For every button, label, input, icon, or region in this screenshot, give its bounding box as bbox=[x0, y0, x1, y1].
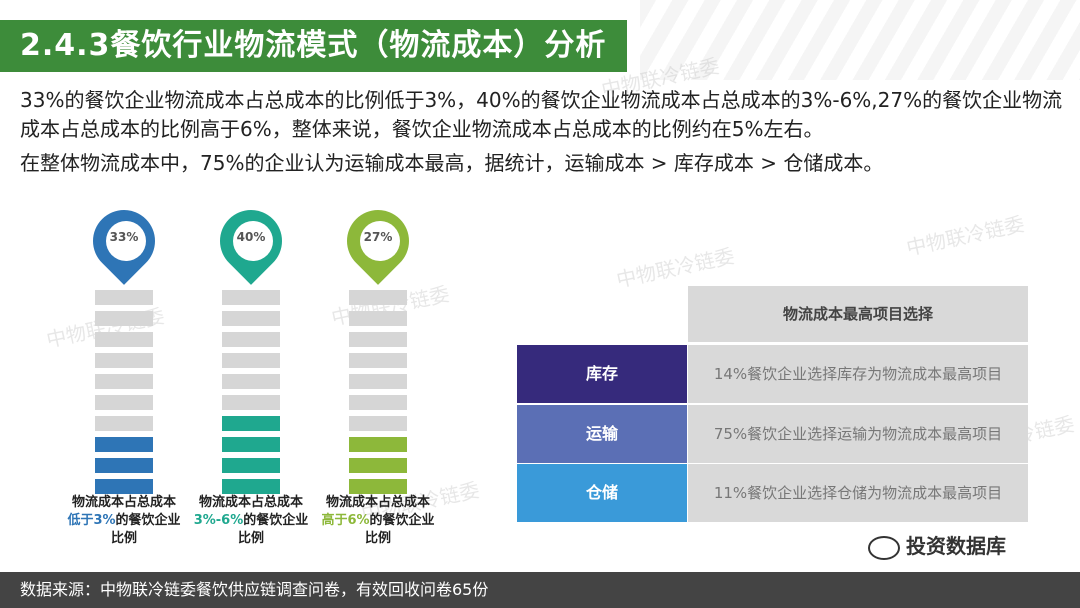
page-title: 2.4.3餐饮行业物流模式（物流成本）分析 bbox=[0, 20, 627, 72]
segment-stack bbox=[95, 290, 153, 500]
stack-segment bbox=[349, 479, 407, 494]
caption-text: 的餐饮企业比例 bbox=[237, 513, 309, 546]
caption-text: 物流成本占总成本 bbox=[71, 495, 176, 510]
stack-segment bbox=[222, 395, 280, 410]
caption-text: 的餐饮企业比例 bbox=[364, 513, 435, 546]
stack-segment bbox=[95, 479, 153, 494]
table-row-text-transport: 75%餐饮企业选择运输为物流成本最高项目 bbox=[688, 405, 1028, 463]
pin-percent: 33% bbox=[109, 230, 139, 244]
pin-caption-high: 物流成本占总成本高于6%的餐饮企业比例 bbox=[320, 494, 436, 548]
stack-segment bbox=[349, 290, 407, 305]
stack-segment bbox=[95, 374, 153, 389]
stack-segment bbox=[95, 311, 153, 326]
caption-text: 物流成本占总成本 bbox=[198, 495, 303, 510]
stack-segment bbox=[222, 374, 280, 389]
stack-segment bbox=[95, 458, 153, 473]
stack-segment bbox=[95, 395, 153, 410]
stack-segment bbox=[95, 437, 153, 452]
stack-segment bbox=[95, 290, 153, 305]
stack-segment bbox=[222, 311, 280, 326]
caption-text: 物流成本占总成本 bbox=[325, 495, 430, 510]
pin-caption-mid: 物流成本占总成本 3%-6%的餐饮企业比例 bbox=[193, 494, 309, 548]
summary-paragraph-2: 在整体物流成本中，75%的企业认为运输成本最高，据统计，运输成本 > 库存成本 … bbox=[20, 151, 884, 175]
stack-segment bbox=[222, 416, 280, 431]
pin-center bbox=[233, 221, 273, 261]
pin-center bbox=[360, 221, 400, 261]
brand-logo: 投资数据库 bbox=[868, 530, 1006, 562]
stack-segment bbox=[95, 332, 153, 347]
segment-stack bbox=[222, 290, 280, 500]
chat-bubble-icon bbox=[868, 535, 900, 560]
stack-segment bbox=[349, 311, 407, 326]
source-footer: 数据来源：中物联冷链委餐饮供应链调查问卷，有效回收问卷65份 bbox=[0, 572, 1080, 608]
table-row-label-transport: 运输 bbox=[517, 405, 687, 463]
caption-text: 的餐饮企业比例 bbox=[110, 513, 181, 546]
watermark: 中物联冷链委 bbox=[904, 211, 1027, 261]
summary-paragraph-1: 33%的餐饮企业物流成本占总成本的比例低于3%，40%的餐饮企业物流成本占总成本… bbox=[20, 88, 1063, 141]
table-row-label-warehouse: 仓储 bbox=[517, 464, 687, 522]
stack-segment bbox=[95, 416, 153, 431]
pin-caption-low: 物流成本占总成本低于3%的餐饮企业比例 bbox=[66, 494, 182, 548]
table-row-label-inventory: 库存 bbox=[517, 345, 687, 403]
stack-segment bbox=[222, 479, 280, 494]
caption-highlight: 3%-6% bbox=[193, 513, 244, 528]
stack-segment bbox=[95, 353, 153, 368]
table-header: 物流成本最高项目选择 bbox=[688, 286, 1028, 342]
stack-segment bbox=[222, 353, 280, 368]
stack-segment bbox=[349, 416, 407, 431]
segment-stack bbox=[349, 290, 407, 500]
stack-segment bbox=[222, 332, 280, 347]
stack-segment bbox=[349, 353, 407, 368]
stack-segment bbox=[349, 395, 407, 410]
pin-percent: 40% bbox=[236, 230, 266, 244]
pin-percent: 27% bbox=[363, 230, 393, 244]
caption-highlight: 低于3% bbox=[67, 513, 116, 528]
stack-segment bbox=[349, 458, 407, 473]
stack-segment bbox=[349, 374, 407, 389]
stack-segment bbox=[222, 437, 280, 452]
stack-segment bbox=[222, 290, 280, 305]
stack-segment bbox=[349, 332, 407, 347]
stack-segment bbox=[222, 458, 280, 473]
pin-center bbox=[106, 221, 146, 261]
brand-name: 投资数据库 bbox=[906, 534, 1006, 558]
stack-segment bbox=[349, 437, 407, 452]
caption-highlight: 高于6% bbox=[321, 513, 370, 528]
table-row-text-warehouse: 11%餐饮企业选择仓储为物流成本最高项目 bbox=[688, 464, 1028, 522]
table-row-text-inventory: 14%餐饮企业选择库存为物流成本最高项目 bbox=[688, 345, 1028, 403]
header-decoration bbox=[640, 0, 1080, 80]
